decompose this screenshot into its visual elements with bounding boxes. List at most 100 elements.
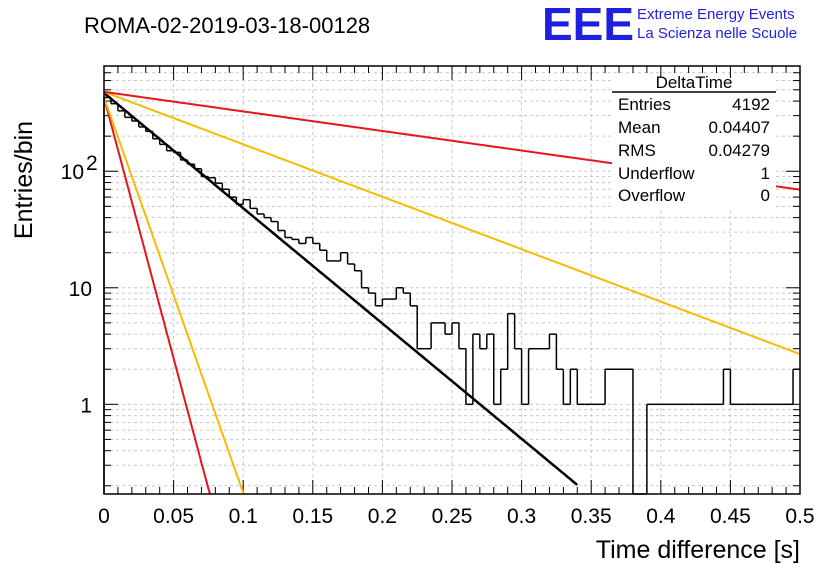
histogram-bin [346,252,355,265]
histogram-bin [172,150,181,154]
histogram-bin [110,97,118,105]
histogram-bin [319,243,327,251]
histogram-bin [103,96,111,494]
histogram-bin [179,152,188,161]
histogram-bin [569,368,578,405]
x-tick-label: 0.2 [368,505,397,528]
histogram-bin [165,144,174,152]
histogram-bin [395,287,404,300]
histogram-bin [646,403,654,494]
stats-value-rms: 0.04279 [709,141,770,160]
stats-value-mean: 0.04407 [709,118,770,137]
histogram-bin [632,369,640,495]
histogram-bin [186,159,195,165]
histogram-bin [513,313,522,350]
histogram-bin [339,251,348,261]
logo-line2: La Scienza nelle Scuole [637,25,797,42]
histogram-bin [374,293,383,307]
histogram-bin [263,213,272,219]
x-tick-labels: 0 0.05 0.1 0.15 0.2 0.25 0.3 0.35 0.4 0.45 0.5 [98,505,814,528]
curve-red-fast [103,97,212,495]
histogram-bin [360,270,369,289]
y-tick-exponent: 2 [86,152,98,175]
x-tick-label: 0.4 [646,505,676,528]
histogram-bin [277,221,285,232]
stats-label-underflow: Underflow [618,164,695,183]
histogram-bin [298,239,306,245]
histogram-bin [256,208,265,215]
histogram-bin [242,198,251,205]
stats-label-mean: Mean [618,118,661,137]
histogram-bin [131,117,139,122]
histogram-bin [158,138,167,146]
histogram-bin [249,199,258,210]
histogram-bin [416,305,425,350]
histogram-bin [214,177,223,184]
stats-label-rms: RMS [618,141,656,160]
axis-ticks [103,65,801,494]
histogram-bin [228,189,237,198]
histogram-bin [124,110,132,119]
histogram-bin [353,263,362,272]
curve-fit [103,91,579,486]
stats-title: DeltaTime [656,73,733,92]
x-axis-label: Time difference [s] [596,536,800,564]
histogram-bin [381,298,390,306]
histogram-bin [451,322,459,335]
histogram-bin [555,334,564,370]
histogram-bin [722,368,731,405]
histogram-bin [305,236,313,244]
histogram-bin [367,287,376,294]
histogram-bin [193,164,202,170]
histogram-bin [145,126,153,133]
x-tick-label: 0.35 [571,505,612,528]
x-tick-label: 0.25 [432,505,473,528]
histogram-bin [465,348,473,406]
histogram-bin [458,322,466,350]
histogram-bin [493,334,501,406]
histogram-bin [486,333,494,349]
histogram-bin [409,293,418,307]
plot-frame [103,65,801,495]
histogram-bin [284,230,292,239]
histogram-bin [604,368,613,405]
histogram-bin [430,322,439,349]
curves [103,90,801,495]
stats-label-overflow: Overflow [618,186,686,205]
y-tick-label: 10 [69,278,92,301]
histogram-bin [527,347,536,405]
x-tick-label: 0.1 [229,505,258,528]
logo-line1: Extreme Energy Events [637,6,795,23]
histogram-bin [402,287,411,294]
histogram-bin [562,369,571,406]
histogram-bin [548,333,557,349]
stats-value-underflow: 1 [761,164,770,183]
stats-box-bg [612,78,776,208]
histogram-bin [200,168,209,178]
y-tick-label: 1 [80,394,92,417]
stats-value-entries: 4192 [732,95,770,114]
histogram-bin [499,368,508,405]
x-tick-label: 0.15 [292,505,333,528]
histogram-bin [444,322,452,335]
histogram-bin [312,237,320,245]
histogram-bin [207,176,216,179]
stats-label-entries: Entries [618,95,671,114]
x-tick-label: 0 [98,505,110,528]
stats-value-overflow: 0 [761,186,770,205]
x-tick-label: 0.3 [507,505,536,528]
x-tick-label: 0.5 [785,505,814,528]
logo-letters: EEE [542,0,634,50]
histogram-bin [270,217,278,223]
y-axis-label: Entries/bin [10,121,38,239]
histogram-bin [291,237,299,241]
y-tick-label: 10 [61,161,84,184]
x-tick-label: 0.45 [710,505,751,528]
histogram-bin [520,348,529,406]
curve-yellow-slow [103,90,801,356]
histogram-bin [138,120,146,128]
histogram-bin [729,369,738,406]
histogram-bin [325,250,334,262]
